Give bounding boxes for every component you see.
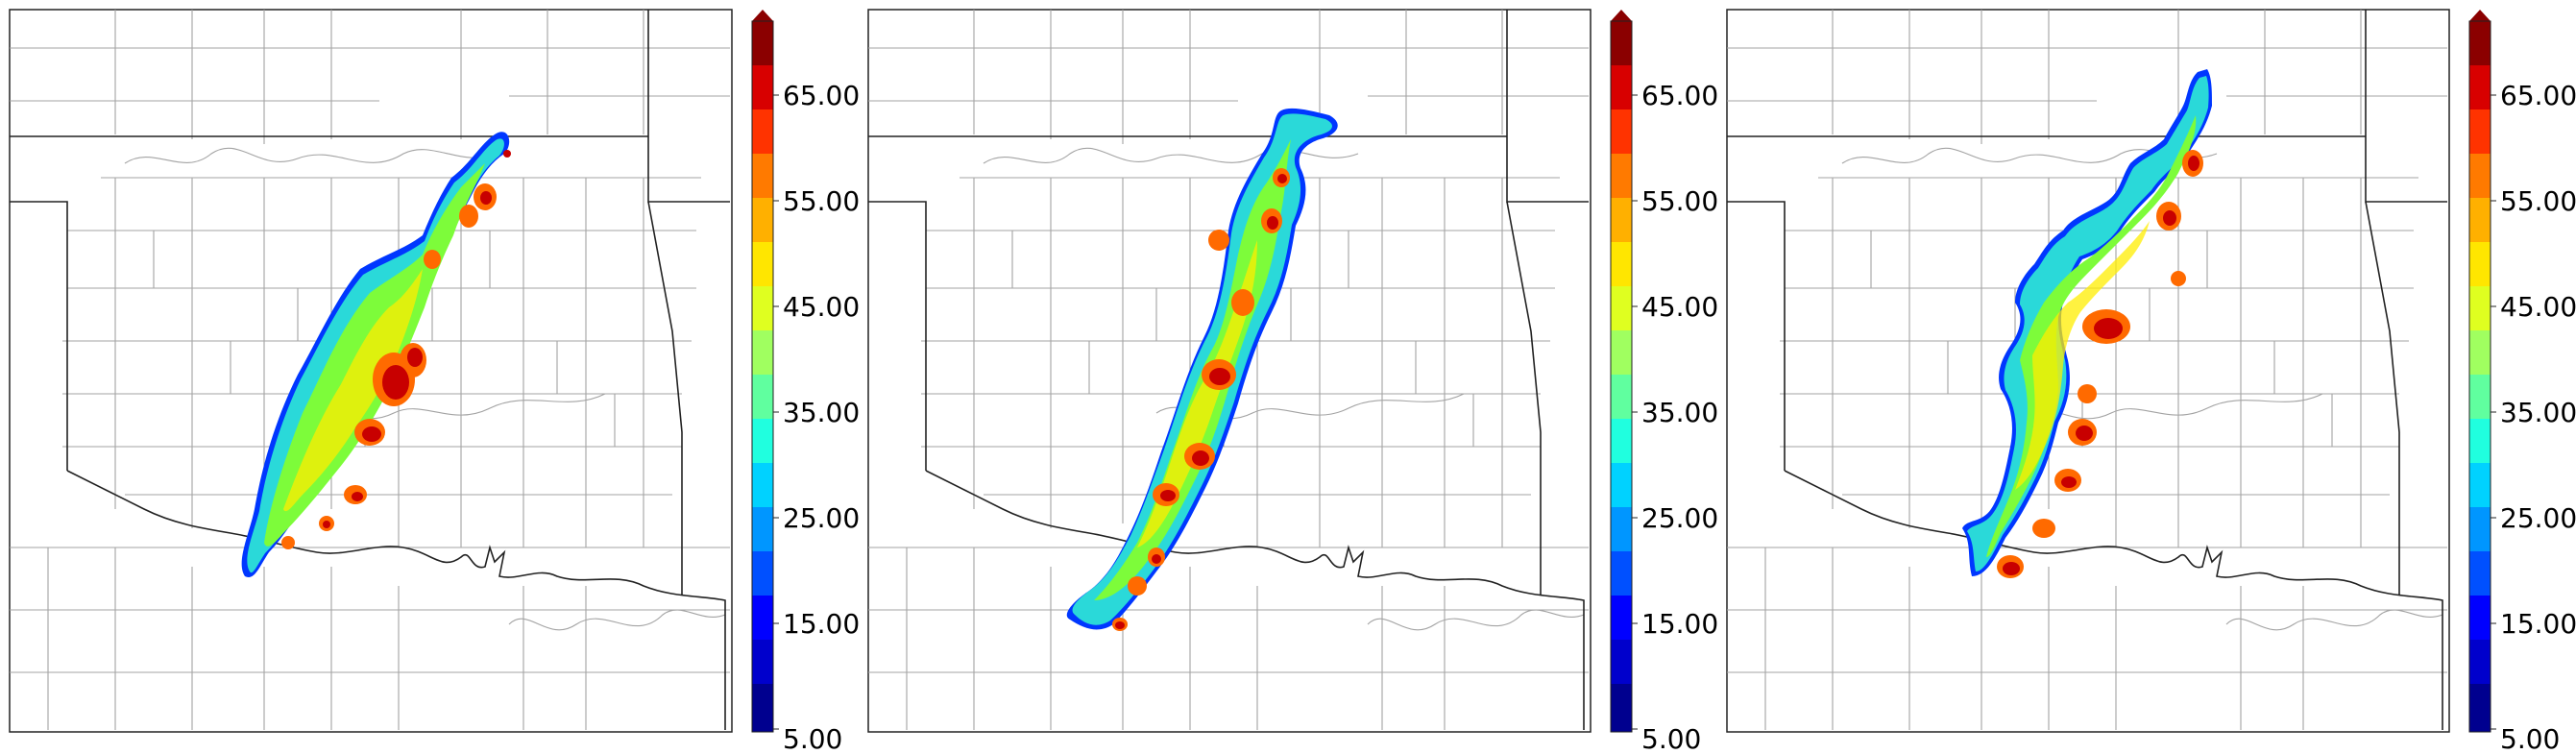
colorbar-2-tick-label: 65.00 <box>1641 80 1718 111</box>
colorbar-3-tick-label: 15.00 <box>2500 608 2576 640</box>
map-panel-2 <box>867 9 1592 733</box>
colorbar-1-tick-label: 45.00 <box>783 291 860 323</box>
colorbar-3-tick-label: 25.00 <box>2500 502 2576 534</box>
colorbar-1-tick-label: 55.00 <box>783 185 860 217</box>
reflectivity-band-2 <box>1066 108 1338 631</box>
colorbar-1-ticks <box>773 94 779 730</box>
colorbar-2-tick-label: 15.00 <box>1641 608 1718 640</box>
map-panel-3 <box>1726 9 2450 733</box>
colorbar-3: 65.00 55.00 45.00 35.00 25.00 15.00 5.00 <box>2468 10 2576 754</box>
colorbar-2: 65.00 55.00 45.00 35.00 25.00 15.00 5.00 <box>1610 10 1718 754</box>
reflectivity-band-1 <box>241 132 511 577</box>
colorbar-1-tick-label: 35.00 <box>783 397 860 428</box>
colorbar-2-tick-label: 45.00 <box>1641 291 1718 323</box>
colorbar-2-tick-label: 25.00 <box>1641 502 1718 534</box>
colorbar-1-tick-label: 15.00 <box>783 608 860 640</box>
colorbar-3-tick-label: 45.00 <box>2500 291 2576 323</box>
colorbar-2-tick-label: 5.00 <box>1641 723 1701 754</box>
colorbar-2-tick-label: 55.00 <box>1641 185 1718 217</box>
colorbar-3-tick-label: 35.00 <box>2500 397 2576 428</box>
colorbar-1: 65.00 55.00 45.00 35.00 25.00 15.00 5.00 <box>751 10 860 754</box>
colorbar-3-tick-label: 65.00 <box>2500 80 2576 111</box>
colorbar-1-tick-label: 5.00 <box>783 723 842 754</box>
map-panel-1 <box>9 9 733 733</box>
colorbar-3-tick-label: 55.00 <box>2500 185 2576 217</box>
colorbar-1-tick-label: 25.00 <box>783 502 860 534</box>
reflectivity-band-3 <box>1962 69 2212 578</box>
colorbar-1-tick-label: 65.00 <box>783 80 860 111</box>
colorbar-3-tick-label: 5.00 <box>2500 723 2560 754</box>
colorbar-2-tick-label: 35.00 <box>1641 397 1718 428</box>
